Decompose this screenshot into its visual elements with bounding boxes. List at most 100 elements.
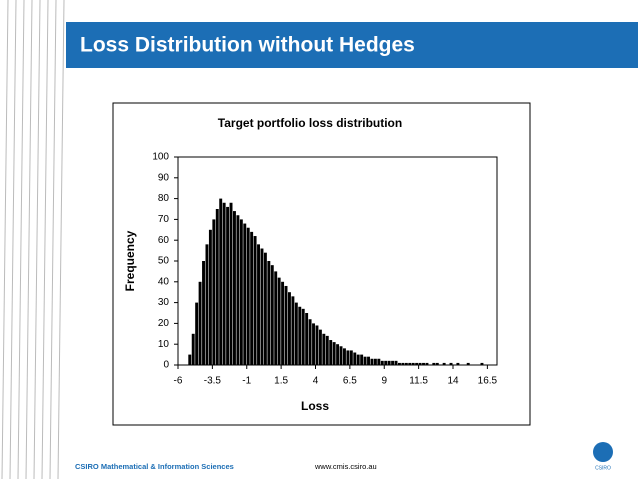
bar bbox=[466, 362, 470, 365]
x-tick-label: 6.5 bbox=[343, 376, 357, 387]
bar bbox=[360, 354, 364, 365]
bar bbox=[449, 362, 453, 365]
bar bbox=[363, 356, 367, 365]
y-tick-label: 90 bbox=[158, 172, 170, 183]
bar bbox=[284, 285, 288, 365]
bar bbox=[191, 333, 195, 365]
bar bbox=[353, 352, 357, 365]
bar bbox=[404, 362, 408, 365]
bar bbox=[305, 313, 309, 365]
bar bbox=[188, 354, 192, 365]
bar bbox=[208, 229, 212, 365]
bar bbox=[435, 362, 439, 365]
bar bbox=[391, 360, 395, 365]
x-tick-label: 4 bbox=[313, 376, 319, 387]
bar bbox=[442, 362, 446, 365]
bar bbox=[202, 261, 205, 365]
bar bbox=[267, 261, 271, 365]
y-tick-label: 30 bbox=[158, 297, 170, 308]
bar bbox=[250, 231, 254, 365]
bar bbox=[294, 302, 298, 365]
bar bbox=[373, 358, 377, 365]
x-tick-label: 16.5 bbox=[478, 376, 498, 387]
x-tick-label: -1 bbox=[242, 376, 251, 387]
bar bbox=[318, 329, 322, 365]
bar bbox=[401, 362, 405, 365]
y-tick-label: 70 bbox=[158, 214, 170, 225]
bar bbox=[377, 358, 381, 365]
bar bbox=[387, 360, 391, 365]
bar bbox=[274, 271, 278, 365]
bar bbox=[325, 335, 329, 365]
bar bbox=[336, 344, 340, 365]
bar bbox=[418, 362, 422, 365]
x-tick-label: 9 bbox=[381, 376, 387, 387]
bar bbox=[246, 227, 250, 365]
bar bbox=[329, 340, 333, 365]
bar bbox=[408, 362, 412, 365]
y-tick-label: 50 bbox=[158, 256, 170, 267]
bar bbox=[239, 219, 243, 365]
y-tick-label: 60 bbox=[158, 235, 170, 246]
bar bbox=[343, 348, 346, 365]
y-tick-label: 0 bbox=[163, 360, 169, 371]
bar bbox=[263, 252, 267, 365]
bar bbox=[370, 358, 374, 365]
chart-title: Target portfolio loss distribution bbox=[218, 116, 402, 130]
y-tick-label: 80 bbox=[158, 193, 170, 204]
y-tick-label: 10 bbox=[158, 339, 170, 350]
bar bbox=[288, 292, 291, 365]
bar bbox=[215, 209, 219, 365]
bar bbox=[219, 198, 223, 365]
y-tick-label: 100 bbox=[152, 152, 169, 163]
bar bbox=[236, 215, 240, 365]
y-axis-title: Frequency bbox=[123, 230, 137, 291]
bar bbox=[384, 360, 388, 365]
bar bbox=[226, 206, 230, 365]
bar bbox=[212, 219, 216, 365]
bar bbox=[277, 277, 281, 365]
bar bbox=[205, 244, 209, 365]
bar bbox=[349, 350, 353, 365]
x-tick-label: -6 bbox=[174, 376, 183, 387]
footer-url: www.cmis.csiro.au bbox=[314, 462, 377, 471]
bar bbox=[346, 350, 350, 365]
bar bbox=[270, 265, 274, 365]
bar bbox=[301, 308, 305, 365]
bar bbox=[456, 362, 460, 365]
bar bbox=[415, 362, 419, 365]
bar bbox=[257, 244, 260, 365]
bar bbox=[291, 296, 295, 365]
bar bbox=[233, 211, 236, 365]
slide-title: Loss Distribution without Hedges bbox=[80, 34, 415, 57]
bar bbox=[298, 306, 302, 365]
x-tick-label: -3.5 bbox=[204, 376, 222, 387]
bar bbox=[422, 362, 425, 365]
bar bbox=[411, 362, 415, 365]
y-tick-label: 40 bbox=[158, 276, 170, 287]
bar bbox=[322, 333, 326, 365]
decor-lines bbox=[1, 0, 65, 479]
bar bbox=[398, 362, 401, 365]
bar bbox=[312, 323, 315, 365]
bar bbox=[356, 354, 360, 365]
bar bbox=[222, 202, 226, 365]
logo bbox=[593, 442, 613, 462]
bar bbox=[229, 202, 233, 365]
bar bbox=[253, 236, 257, 365]
x-axis-title: Loss bbox=[301, 399, 329, 413]
bar bbox=[380, 360, 384, 365]
x-tick-label: 14 bbox=[447, 376, 459, 387]
bar bbox=[281, 281, 285, 365]
bar bbox=[432, 362, 436, 365]
bar bbox=[195, 302, 199, 365]
footer-organisation: CSIRO Mathematical & Information Science… bbox=[75, 462, 234, 471]
logo-text: CSIRO bbox=[595, 465, 611, 471]
y-tick-label: 20 bbox=[158, 318, 170, 329]
x-tick-label: 1.5 bbox=[274, 376, 288, 387]
bar bbox=[480, 362, 484, 365]
bar bbox=[332, 342, 336, 365]
bar bbox=[425, 362, 429, 365]
